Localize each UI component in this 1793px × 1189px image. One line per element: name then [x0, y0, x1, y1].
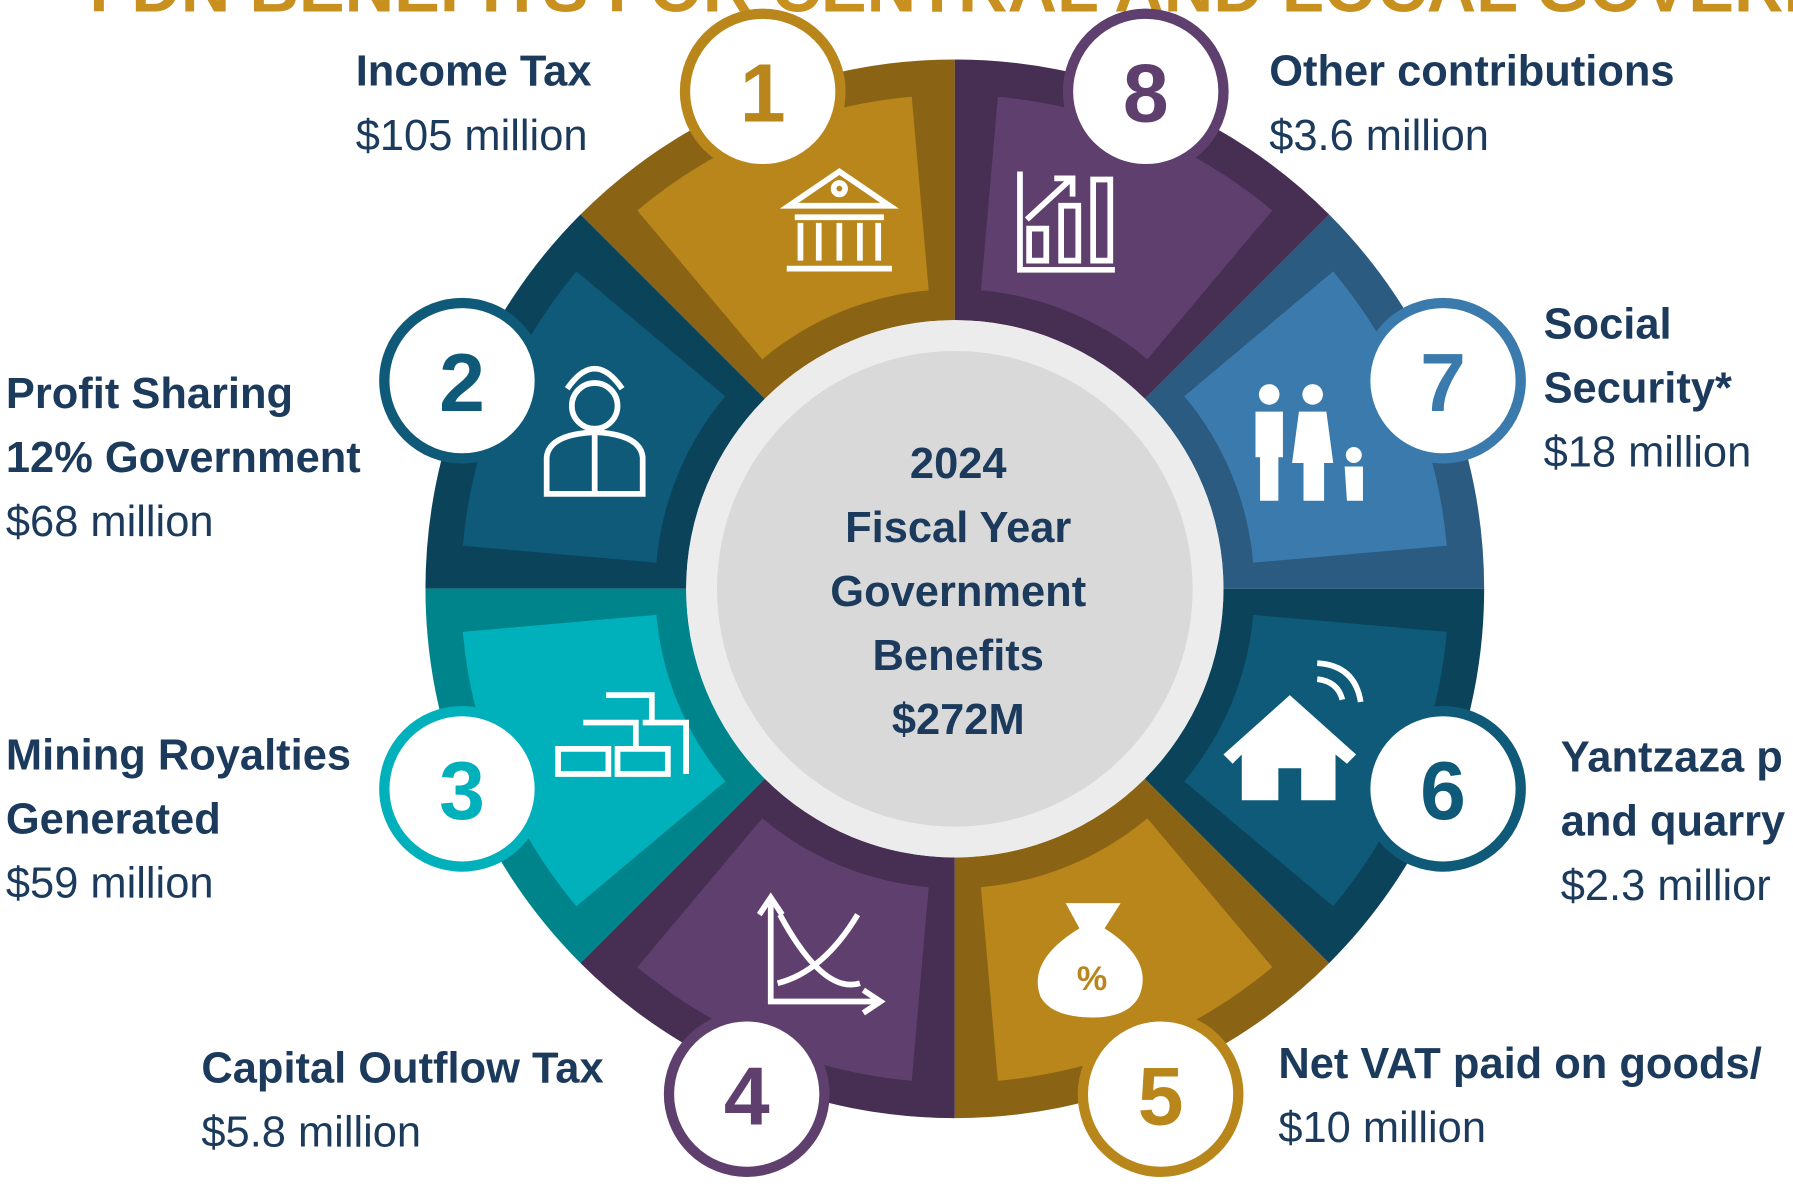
number-text: 2 [439, 337, 485, 429]
item-amount: $68 million [6, 498, 214, 546]
segment-inner [637, 818, 929, 1081]
number-badge [1077, 1011, 1244, 1177]
item-label: Social [1544, 300, 1672, 348]
item-label: Other contributions [1269, 48, 1674, 96]
center-text: Fiscal Year [845, 504, 1071, 552]
item-amount: $59 million [6, 859, 214, 907]
item-amount: $105 million [356, 112, 588, 160]
number-badge [679, 8, 846, 175]
icons: % [543, 168, 1364, 1018]
worker-icon [543, 365, 646, 497]
segment-inner [637, 96, 929, 360]
item-label: Security* [1544, 364, 1732, 412]
house-icon [1223, 660, 1364, 801]
item-label: and quarry [1561, 798, 1785, 846]
number-text: 7 [1420, 337, 1466, 429]
number-badge [1360, 705, 1526, 872]
center-text: Benefits [873, 632, 1044, 680]
item-amount: $10 million [1278, 1104, 1486, 1152]
item-label: Capital Outflow Tax [201, 1045, 603, 1093]
number-badge [1062, 8, 1229, 175]
segment-inner [980, 96, 1273, 360]
center-text: Government [830, 568, 1086, 616]
item-amount: $3.6 million [1269, 112, 1489, 160]
bank-icon [779, 168, 899, 272]
number-text: 4 [724, 1050, 770, 1142]
center-disc [717, 350, 1193, 827]
item-label: Mining Royalties [6, 731, 351, 779]
center-text: $272M [892, 696, 1025, 744]
center-text: 2024 [910, 440, 1007, 488]
number-badge [379, 705, 545, 872]
number-text: 6 [1420, 745, 1466, 837]
money-bag-icon: % [1037, 903, 1143, 1018]
item-label: Income Tax [356, 48, 592, 96]
number-text: 3 [439, 745, 485, 837]
title: FDN BENEFITS FOR CENTRAL AND LOCAL GOVER… [89, 0, 1793, 26]
percent-glyph: % [1077, 960, 1107, 998]
item-label: Profit Sharing [6, 370, 293, 418]
number-badge [1360, 297, 1526, 464]
item-label: 12% Government [6, 434, 361, 482]
number-text: 8 [1123, 48, 1169, 140]
gold-icon [555, 692, 689, 777]
number-text: 5 [1138, 1050, 1184, 1142]
number-badge [663, 1011, 830, 1177]
item-label: Net VAT paid on goods/ [1278, 1040, 1761, 1088]
item-label: Yantzaza p [1561, 734, 1783, 782]
item-label: Generated [6, 795, 221, 843]
number-text: 1 [740, 48, 786, 140]
growth-icon [1017, 171, 1115, 273]
item-amount: $5.8 million [201, 1109, 421, 1157]
number-badge [379, 297, 545, 464]
decline-icon [756, 892, 886, 1016]
family-icon [1255, 384, 1363, 501]
item-amount: $2.3 millior [1561, 862, 1771, 910]
labels: 2024 Fiscal Year Government Benefits $272M 1 I… [6, 8, 1785, 1177]
item-amount: $18 million [1544, 428, 1752, 476]
